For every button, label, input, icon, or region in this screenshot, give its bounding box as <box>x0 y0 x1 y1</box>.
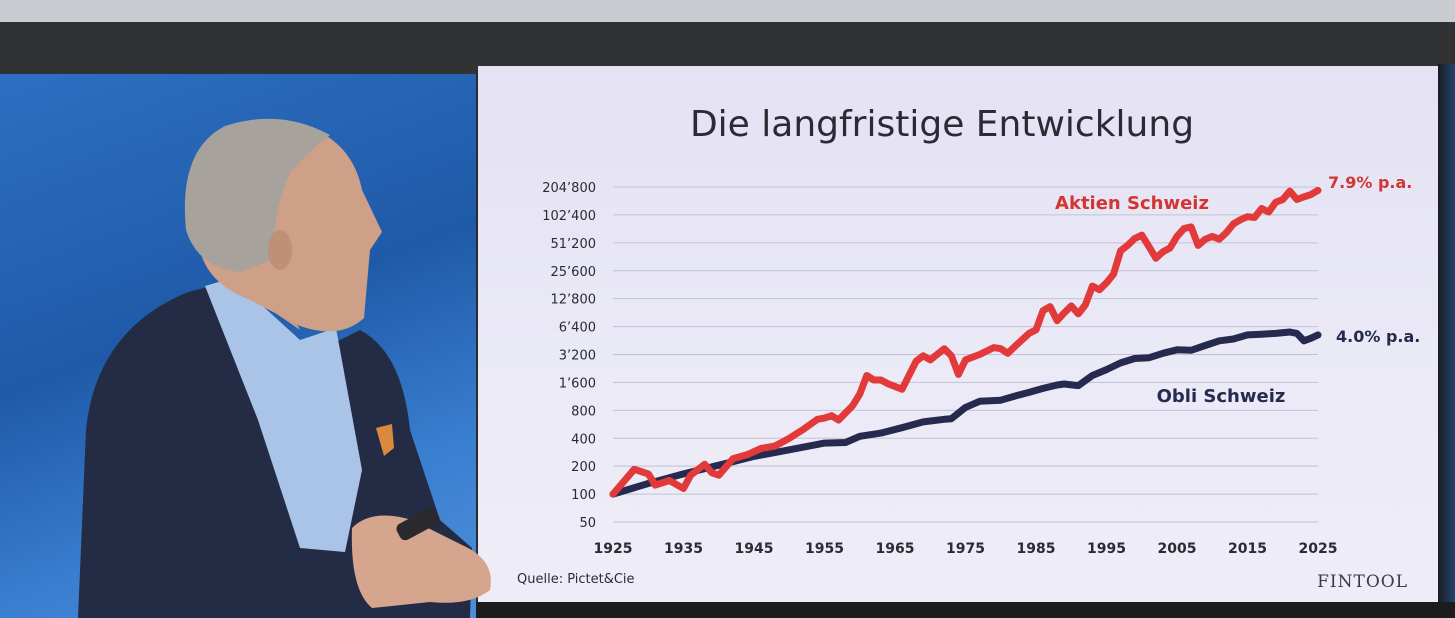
series-label-obli: Obli Schweiz <box>1157 386 1286 407</box>
y-tick-label: 3’200 <box>559 349 596 364</box>
x-tick-label: 1925 <box>594 541 633 557</box>
studio-frame <box>0 22 1455 74</box>
studio-background-screen <box>0 74 476 618</box>
fintool-logo: FINTOOL <box>1317 572 1408 592</box>
x-tick-label: 1985 <box>1017 541 1056 557</box>
presentation-slide: Die langfristige Entwicklung 50 100 200 400… <box>478 66 1438 602</box>
y-tick-label: 6’400 <box>559 321 596 336</box>
x-tick-label: 1975 <box>946 541 985 557</box>
series-line-obli-schweiz <box>609 328 1322 498</box>
obli-return-label: 4.0% p.a. <box>1336 327 1420 346</box>
x-tick-label: 2015 <box>1228 541 1267 557</box>
x-tick-label: 1995 <box>1087 541 1126 557</box>
y-tick-label: 204’800 <box>542 181 596 196</box>
studio-side-screen <box>1438 64 1455 618</box>
series-label-aktien: Aktien Schweiz <box>1055 193 1209 214</box>
y-tick-label: 100 <box>571 488 596 503</box>
series-line-aktien-schweiz <box>609 186 1322 498</box>
x-axis-labels: 1925 1935 1945 1955 1965 1975 1985 1995 2005 2015… <box>594 541 1338 557</box>
studio-ceiling <box>0 0 1455 22</box>
y-tick-label: 800 <box>571 404 596 419</box>
x-tick-label: 1965 <box>876 541 915 557</box>
y-tick-label: 1’600 <box>559 376 596 391</box>
y-tick-label: 51’200 <box>551 237 597 252</box>
series-lines <box>609 186 1322 498</box>
y-axis-labels: 50 100 200 400 800 1’600 3’200 6’400 12’800 25’60… <box>542 181 596 531</box>
y-tick-label: 50 <box>579 516 596 531</box>
y-tick-label: 25’600 <box>551 265 597 280</box>
y-tick-label: 102’400 <box>542 209 596 224</box>
line-chart: Die langfristige Entwicklung 50 100 200 400… <box>517 104 1420 592</box>
y-tick-label: 400 <box>571 432 596 447</box>
aktien-return-label: 7.9% p.a. <box>1328 173 1412 192</box>
y-tick-label: 200 <box>571 460 596 475</box>
x-tick-label: 1945 <box>735 541 774 557</box>
y-tick-label: 12’800 <box>551 293 597 308</box>
x-tick-label: 2005 <box>1158 541 1197 557</box>
x-tick-label: 1955 <box>805 541 844 557</box>
chart-title: Die langfristige Entwicklung <box>690 104 1194 145</box>
screen-bezel <box>476 602 1455 618</box>
source-note: Quelle: Pictet&Cie <box>517 572 635 587</box>
x-tick-label: 2025 <box>1299 541 1338 557</box>
x-tick-label: 1935 <box>664 541 703 557</box>
